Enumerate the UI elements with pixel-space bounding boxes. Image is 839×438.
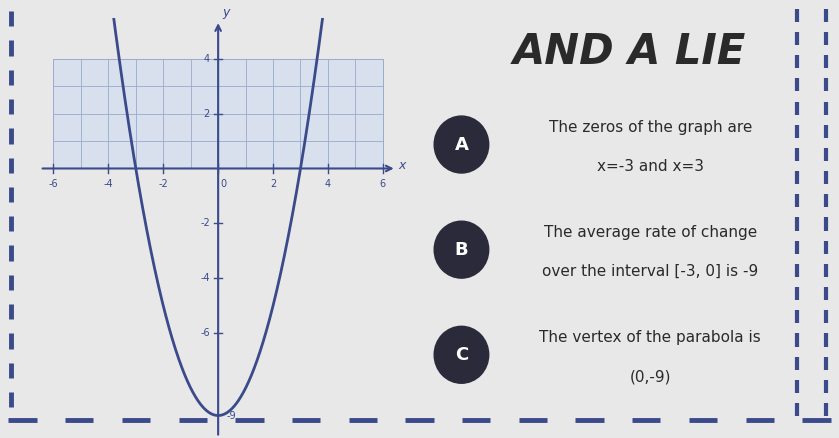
- Text: The vertex of the parabola is: The vertex of the parabola is: [539, 330, 761, 345]
- Text: over the interval [-3, 0] is -9: over the interval [-3, 0] is -9: [542, 264, 758, 279]
- Text: AND A LIE: AND A LIE: [513, 31, 746, 73]
- Text: 6: 6: [380, 180, 386, 190]
- Text: -9: -9: [227, 410, 236, 420]
- Text: -2: -2: [159, 180, 168, 190]
- Text: A: A: [455, 135, 468, 154]
- Text: The zeros of the graph are: The zeros of the graph are: [549, 120, 752, 134]
- Text: 4: 4: [325, 180, 331, 190]
- Text: -6: -6: [49, 180, 58, 190]
- Text: x: x: [398, 159, 405, 172]
- Text: -4: -4: [103, 180, 113, 190]
- Text: 4: 4: [204, 54, 210, 64]
- Text: B: B: [455, 240, 468, 259]
- Text: (0,-9): (0,-9): [629, 369, 671, 384]
- Text: The average rate of change: The average rate of change: [544, 225, 757, 240]
- Text: y: y: [222, 6, 230, 19]
- Text: x=-3 and x=3: x=-3 and x=3: [597, 159, 704, 174]
- FancyBboxPatch shape: [54, 59, 383, 169]
- Text: 2: 2: [270, 180, 276, 190]
- Text: 2: 2: [204, 109, 210, 119]
- Text: -2: -2: [201, 219, 210, 228]
- Text: -4: -4: [201, 273, 210, 283]
- Circle shape: [435, 116, 488, 173]
- Text: 0: 0: [221, 180, 227, 190]
- Circle shape: [435, 326, 488, 383]
- Text: -6: -6: [201, 328, 210, 338]
- Circle shape: [435, 221, 488, 278]
- Text: C: C: [455, 346, 468, 364]
